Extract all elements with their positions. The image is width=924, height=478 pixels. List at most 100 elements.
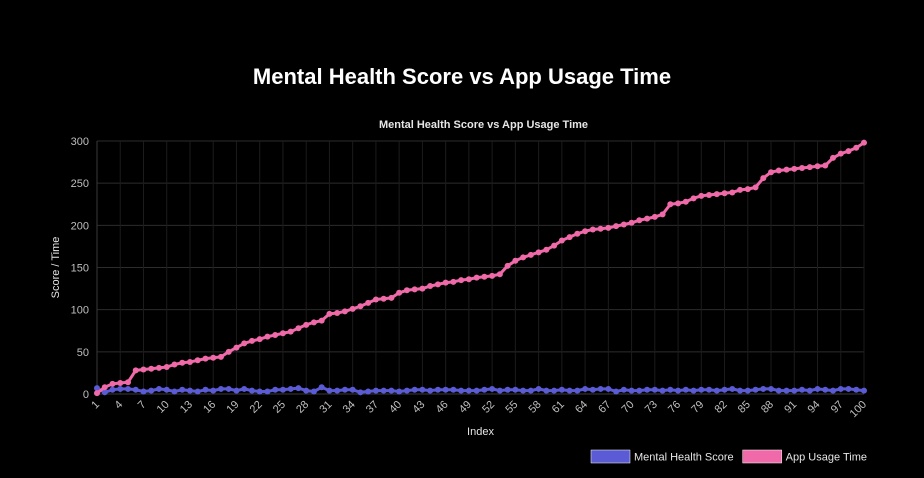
y-tick-label: 200 (71, 220, 89, 232)
data-point (202, 355, 209, 362)
data-point (396, 289, 403, 296)
x-tick-label: 85 (736, 399, 753, 416)
x-tick-label: 97 (829, 399, 846, 416)
data-point (806, 387, 813, 394)
data-point (155, 385, 162, 392)
data-point (520, 387, 527, 394)
data-point (837, 385, 844, 392)
x-axis-label: Index (467, 426, 494, 438)
data-point (551, 387, 558, 394)
data-point (752, 184, 759, 191)
data-point (109, 386, 116, 393)
data-point (419, 285, 426, 292)
data-point (752, 386, 759, 393)
x-tick-label: 1 (89, 399, 102, 412)
data-point (124, 385, 131, 392)
data-point (775, 167, 782, 174)
data-point (357, 303, 364, 310)
data-point (690, 387, 697, 394)
data-point (248, 387, 255, 394)
data-point (737, 387, 744, 394)
x-tick-label: 40 (387, 399, 404, 416)
data-point (830, 154, 837, 161)
data-point (287, 385, 294, 392)
data-point (791, 165, 798, 172)
data-point (682, 386, 689, 393)
data-point (217, 385, 224, 392)
x-tick-label: 76 (666, 399, 683, 416)
x-tick-label: 43 (410, 399, 427, 416)
data-point (349, 386, 356, 393)
data-point (357, 389, 364, 396)
x-tick-label: 100 (848, 399, 869, 420)
data-point (551, 242, 558, 249)
data-point (527, 387, 534, 394)
x-tick-label: 13 (178, 399, 195, 416)
x-tick-label: 58 (527, 399, 544, 416)
data-point (225, 385, 232, 392)
x-tick-label: 25 (271, 399, 288, 416)
data-point (155, 364, 162, 371)
data-point (737, 186, 744, 193)
data-point (365, 299, 372, 306)
data-point (667, 386, 674, 393)
data-point (341, 386, 348, 393)
data-point (473, 274, 480, 281)
data-point (527, 251, 534, 258)
legend-label: App Usage Time (786, 452, 867, 464)
x-tick-label: 73 (643, 399, 660, 416)
data-point (210, 387, 217, 394)
data-point (651, 213, 658, 220)
data-point (558, 386, 565, 393)
x-tick-label: 61 (550, 399, 567, 416)
data-point (628, 387, 635, 394)
data-point (496, 271, 503, 278)
data-point (651, 386, 658, 393)
data-point (465, 276, 472, 283)
y-tick-label: 100 (71, 305, 89, 317)
data-point (194, 388, 201, 395)
data-point (783, 166, 790, 173)
data-point (644, 215, 651, 222)
x-tick-label: 67 (596, 399, 613, 416)
data-point (721, 386, 728, 393)
data-point (388, 294, 395, 301)
data-point (380, 295, 387, 302)
data-point (605, 385, 612, 392)
data-point (620, 386, 627, 393)
data-point (442, 279, 449, 286)
data-point (822, 386, 829, 393)
x-tick-label: 28 (294, 399, 311, 416)
data-point (458, 277, 465, 284)
y-tick-label: 300 (71, 136, 89, 148)
data-point (698, 192, 705, 199)
data-point (783, 387, 790, 394)
data-point (163, 364, 170, 371)
chart-title: Mental Health Score vs App Usage Time (379, 119, 588, 131)
x-tick-label: 16 (201, 399, 218, 416)
data-point (403, 287, 410, 294)
data-point (349, 305, 356, 312)
series-line (96, 385, 865, 394)
data-point (434, 386, 441, 393)
data-point (566, 387, 573, 394)
data-point (132, 386, 139, 393)
x-tick-label: 4 (113, 399, 126, 412)
data-point (372, 387, 379, 394)
data-point (713, 387, 720, 394)
x-tick-label: 31 (317, 399, 334, 416)
data-point (861, 139, 867, 146)
legend-label: Mental Health Score (634, 452, 734, 464)
data-point (566, 234, 573, 241)
data-point (427, 387, 434, 394)
data-point (760, 175, 767, 182)
legend-swatch (590, 449, 631, 464)
data-point (256, 388, 263, 395)
data-point (310, 319, 317, 326)
x-tick-label: 91 (782, 399, 799, 416)
data-point (628, 219, 635, 226)
data-point (814, 163, 821, 170)
legend-item-1: App Usage Time (742, 449, 867, 464)
data-point (442, 386, 449, 393)
data-point (94, 390, 100, 397)
